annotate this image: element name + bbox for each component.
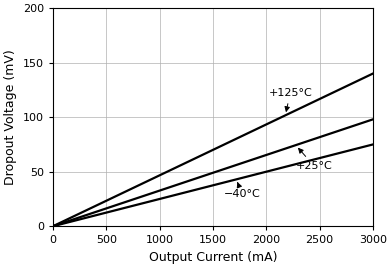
Text: +25°C: +25°C — [296, 148, 333, 171]
Text: +125°C: +125°C — [268, 88, 312, 111]
Text: −40°C: −40°C — [224, 183, 260, 199]
X-axis label: Output Current (mA): Output Current (mA) — [149, 251, 277, 264]
Y-axis label: Dropout Voltage (mV): Dropout Voltage (mV) — [4, 49, 17, 185]
